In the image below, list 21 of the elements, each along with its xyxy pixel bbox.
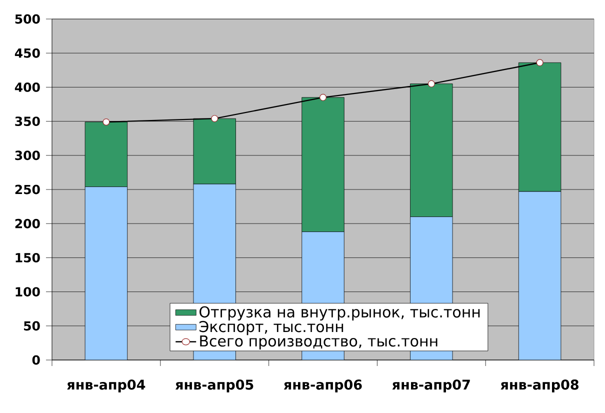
y-tick-label: 250 [15, 184, 40, 194]
y-tick-label: 100 [16, 287, 40, 297]
y-tick-label: 200 [15, 218, 40, 228]
x-tick-label: янв-апр04 [67, 380, 146, 392]
legend-label: Отгрузка на внутр.рынок, тыс.тонн [200, 306, 480, 320]
y-tick-label: 300 [15, 150, 40, 160]
bar [518, 191, 562, 360]
y-tick-label: 150 [16, 252, 40, 262]
y-tick-label: 500 [15, 14, 40, 24]
bar [84, 186, 128, 360]
x-tick-label: янв-апр08 [500, 380, 578, 392]
legend-label: Экспорт, тыс.тонн [200, 320, 344, 336]
y-tick-label: 400 [14, 82, 40, 92]
x-tick-label: янв-апр05 [175, 380, 254, 392]
x-tick-label: янв-апр07 [392, 380, 470, 392]
x-tick-label: янв-апр06 [284, 380, 362, 392]
y-tick-label: 50 [24, 321, 40, 331]
y-tick-label: 450 [14, 48, 40, 58]
y-tick-label: 350 [15, 116, 40, 126]
legend-label: Всего производство, тыс.тонн [200, 336, 438, 350]
y-tick-label: 0 [32, 355, 40, 365]
